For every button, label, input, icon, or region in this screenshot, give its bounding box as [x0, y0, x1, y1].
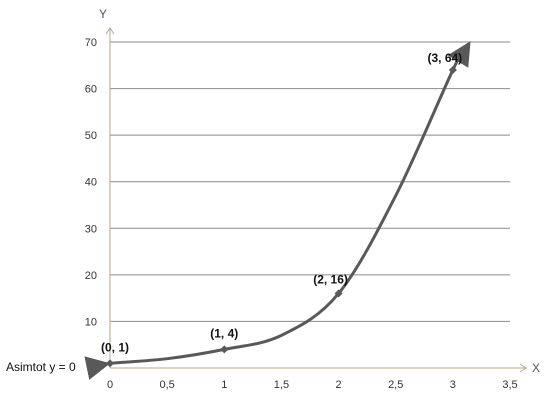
y-tick-label: 60 — [85, 84, 97, 96]
axes: X Y — [99, 7, 540, 375]
x-axis-title: X — [532, 361, 540, 375]
y-tick-label: 20 — [85, 270, 97, 282]
data-point-marker — [220, 345, 229, 354]
x-tick-label: 0 — [107, 379, 113, 391]
y-tick-label: 70 — [85, 37, 97, 49]
data-point-marker — [448, 65, 457, 74]
x-tick-label: 3 — [450, 379, 456, 391]
x-axis-arrow-icon — [519, 363, 527, 373]
x-tick-label: 1,5 — [274, 379, 289, 391]
x-tick-label: 3,5 — [502, 379, 517, 391]
data-point-label: (0, 1) — [101, 340, 129, 354]
x-tick-label: 0,5 — [159, 379, 174, 391]
data-point-marker — [334, 289, 343, 298]
x-tick-label: 2 — [336, 379, 342, 391]
y-tick-label: 40 — [85, 177, 97, 189]
x-tick-label: 2,5 — [388, 379, 403, 391]
asymptote-label: Asimtot y = 0 — [6, 360, 76, 374]
data-point-label: (2, 16) — [313, 272, 348, 286]
tick-labels: 0 10 20 30 40 50 60 70 0 0,5 1 1,5 2 2,5 3 3,5 — [85, 37, 518, 391]
y-axis-title: Y — [99, 7, 107, 21]
data-point-label: (1, 4) — [210, 326, 238, 340]
series — [84, 41, 471, 380]
y-tick-label: 0 — [91, 363, 97, 375]
y-tick-label: 10 — [85, 316, 97, 328]
grid — [110, 41, 510, 322]
data-points: (0, 1) (1, 4) (2, 16) (3, 64) — [101, 51, 463, 368]
y-tick-label: 50 — [85, 130, 97, 142]
data-point-label: (3, 64) — [428, 51, 463, 65]
exponential-curve — [84, 41, 471, 380]
x-tick-label: 1 — [221, 379, 227, 391]
data-point-marker — [106, 359, 114, 368]
y-tick-label: 30 — [85, 223, 97, 235]
y-axis-arrow-icon — [105, 27, 115, 35]
